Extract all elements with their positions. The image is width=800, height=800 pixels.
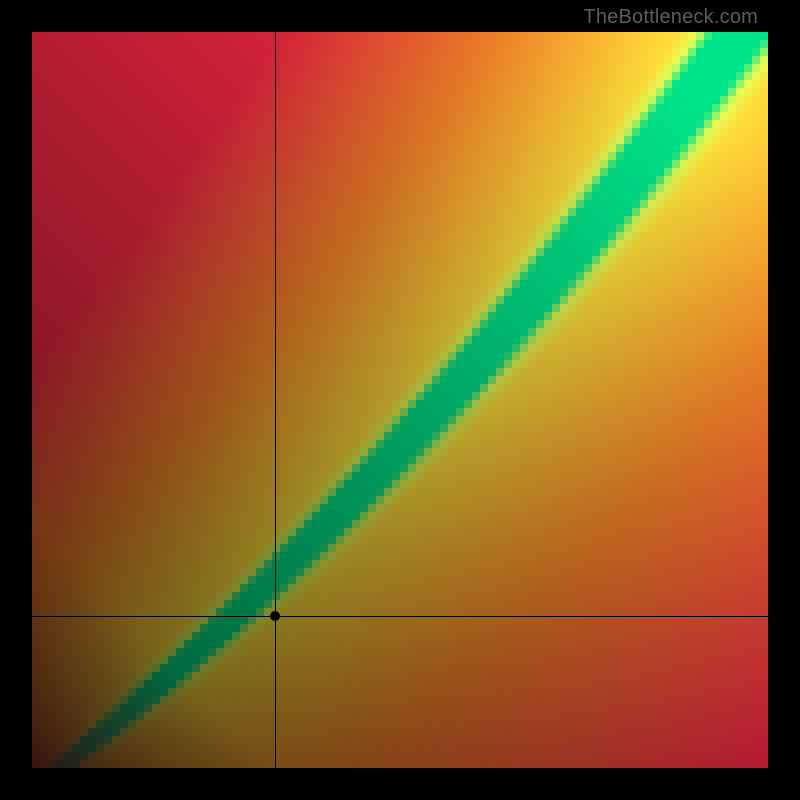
bottleneck-heatmap	[32, 32, 768, 768]
crosshair-marker	[270, 611, 280, 621]
heatmap-canvas	[32, 32, 768, 768]
crosshair-horizontal	[32, 616, 768, 617]
crosshair-vertical	[275, 32, 276, 768]
watermark: TheBottleneck.com	[583, 6, 758, 29]
